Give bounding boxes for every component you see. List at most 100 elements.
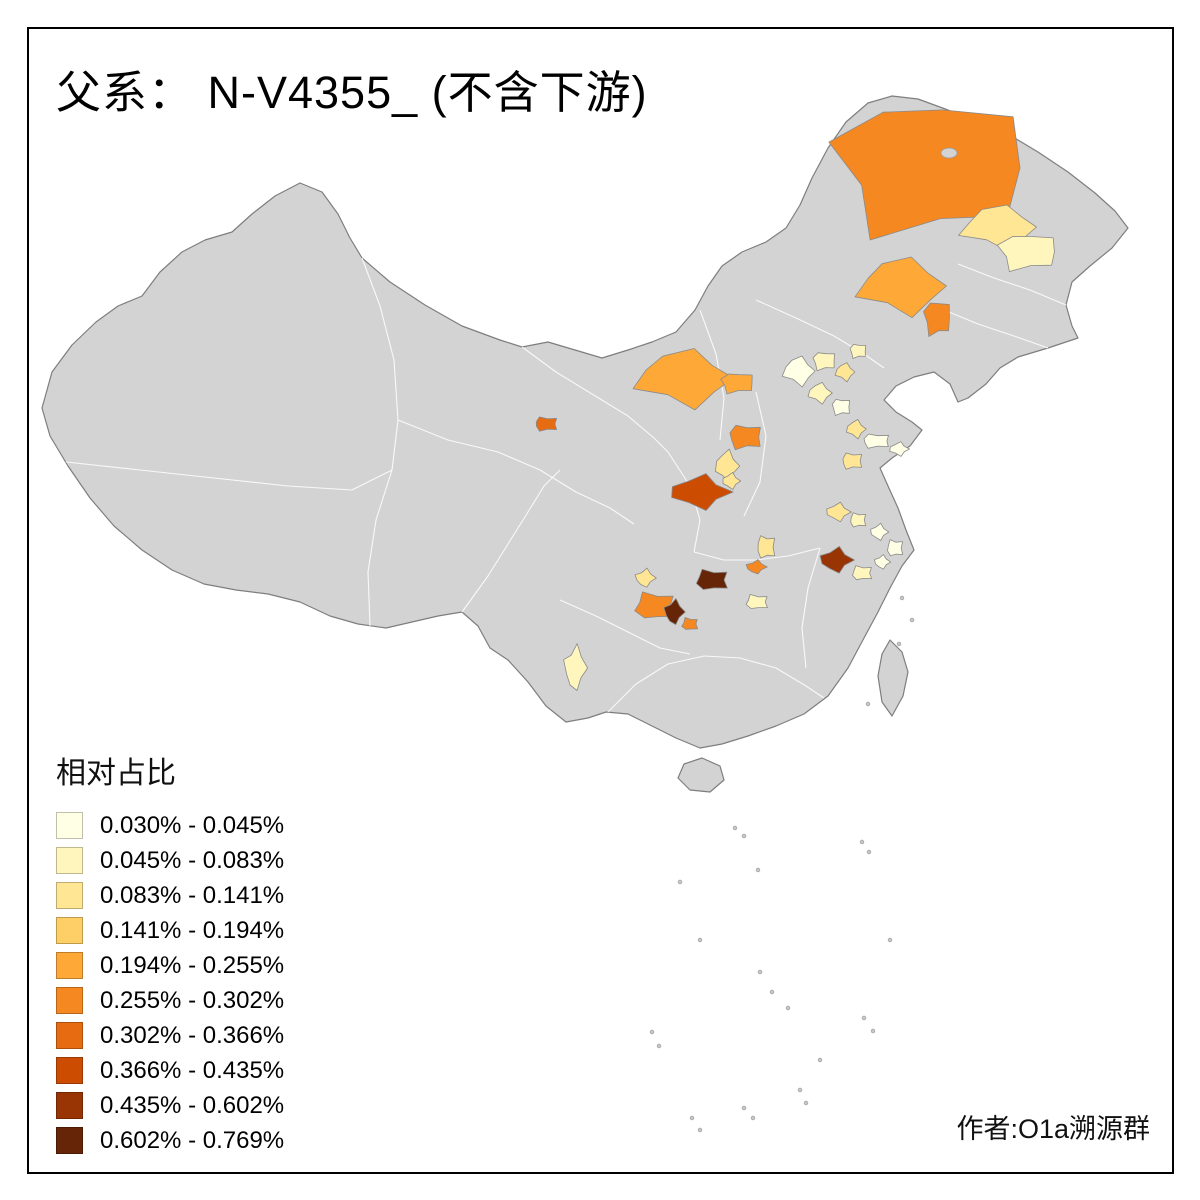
legend-row: 0.194% - 0.255% bbox=[56, 948, 284, 983]
legend-row: 0.366% - 0.435% bbox=[56, 1053, 284, 1088]
prefecture-region-shape bbox=[696, 568, 728, 590]
island-dot bbox=[817, 1057, 823, 1063]
legend-row: 0.045% - 0.083% bbox=[56, 843, 284, 878]
province-border-line bbox=[755, 299, 885, 369]
island-dot bbox=[899, 595, 905, 601]
province-border-line bbox=[743, 391, 767, 517]
prefecture-region-shape bbox=[996, 235, 1055, 273]
prefecture-region-shape bbox=[852, 565, 872, 581]
island-dot bbox=[649, 1029, 655, 1035]
island-dot bbox=[750, 1115, 756, 1121]
island-dot bbox=[741, 1105, 747, 1111]
legend: 相对占比 0.030% - 0.045% 0.045% - 0.083% 0.083… bbox=[56, 748, 284, 1158]
prefecture-region-shape bbox=[722, 471, 741, 491]
legend-label: 0.255% - 0.302% bbox=[100, 986, 285, 1014]
prefecture-region-shape bbox=[828, 109, 1021, 241]
prefecture-region-shape bbox=[745, 559, 768, 575]
prefecture-region-shape bbox=[819, 546, 855, 574]
island-dot bbox=[785, 1005, 791, 1011]
legend-swatch bbox=[56, 917, 83, 944]
legend-swatch bbox=[56, 847, 83, 874]
legend-swatch bbox=[56, 1092, 83, 1119]
province-border-line bbox=[607, 655, 825, 713]
island-dot bbox=[769, 989, 775, 995]
prefecture-region-shape bbox=[812, 352, 835, 372]
prefecture-region-shape bbox=[834, 362, 856, 383]
island-dot bbox=[656, 1043, 662, 1049]
province-border-line bbox=[943, 309, 1049, 349]
legend-label: 0.045% - 0.083% bbox=[100, 846, 285, 874]
legend-row: 0.141% - 0.194% bbox=[56, 913, 284, 948]
island-dot bbox=[732, 825, 738, 831]
legend-label: 0.083% - 0.141% bbox=[100, 881, 285, 909]
province-border-line bbox=[361, 257, 399, 627]
legend-swatch bbox=[56, 1127, 83, 1154]
legend-row: 0.083% - 0.141% bbox=[56, 878, 284, 913]
legend-swatch bbox=[56, 1057, 83, 1084]
island-dot bbox=[741, 833, 747, 839]
prefecture-region-shape bbox=[729, 424, 761, 451]
legend-label: 0.141% - 0.194% bbox=[100, 916, 285, 944]
prefecture-region-shape bbox=[632, 348, 734, 411]
prefecture-region-shape bbox=[889, 441, 910, 457]
prefecture-region-shape bbox=[826, 501, 852, 523]
legend-label: 0.366% - 0.435% bbox=[100, 1056, 285, 1084]
prefecture-region-shape bbox=[854, 256, 947, 319]
legend-swatch bbox=[56, 952, 83, 979]
hainan-shape bbox=[677, 757, 725, 793]
province-border-line bbox=[693, 547, 821, 561]
island-dot bbox=[797, 1087, 803, 1093]
legend-swatch bbox=[56, 812, 83, 839]
island-dot bbox=[859, 839, 865, 845]
prefecture-region-shape bbox=[720, 373, 753, 395]
prefecture-region-shape bbox=[745, 594, 768, 609]
prefecture-region-shape bbox=[535, 416, 557, 432]
island-dot bbox=[697, 937, 703, 943]
island-dot bbox=[755, 867, 761, 873]
prefecture-region-shape bbox=[781, 355, 816, 388]
legend-label: 0.030% - 0.045% bbox=[100, 811, 285, 839]
island-dot bbox=[861, 1015, 867, 1021]
island-dot bbox=[896, 641, 902, 647]
island-dot bbox=[803, 1100, 809, 1106]
prefecture-region-shape bbox=[663, 598, 686, 625]
island-dot bbox=[677, 879, 683, 885]
prefecture-region-shape bbox=[563, 643, 588, 691]
province-border-line bbox=[397, 419, 635, 525]
prefecture-region-shape bbox=[681, 617, 698, 630]
taiwan-shape bbox=[877, 639, 909, 717]
island-dot bbox=[909, 617, 915, 623]
legend-title: 相对占比 bbox=[56, 757, 176, 790]
prefecture-region-shape bbox=[874, 554, 892, 570]
legend-label: 0.602% - 0.769% bbox=[100, 1126, 285, 1154]
plot-title: 父系： N-V4355_ (不含下游) bbox=[56, 67, 648, 118]
province-border-line bbox=[521, 346, 669, 453]
province-border-line bbox=[801, 547, 821, 669]
land-enclave bbox=[940, 147, 958, 159]
legend-label: 0.194% - 0.255% bbox=[100, 951, 285, 979]
legend-label: 0.435% - 0.602% bbox=[100, 1091, 285, 1119]
legend-row: 0.435% - 0.602% bbox=[56, 1088, 284, 1123]
prefecture-region-shape bbox=[923, 302, 950, 337]
legend-row: 0.255% - 0.302% bbox=[56, 983, 284, 1018]
prefecture-region-shape bbox=[831, 398, 851, 416]
island-dot bbox=[697, 1127, 703, 1133]
legend-items: 0.030% - 0.045% 0.045% - 0.083% 0.083% - 0… bbox=[56, 808, 284, 1158]
prefecture-region-shape bbox=[634, 591, 675, 619]
prefecture-region-shape bbox=[807, 381, 833, 405]
province-border-line bbox=[559, 599, 691, 655]
legend-label: 0.302% - 0.366% bbox=[100, 1021, 285, 1049]
legend-row: 0.030% - 0.045% bbox=[56, 808, 284, 843]
province-border-line bbox=[461, 469, 561, 613]
island-dot bbox=[757, 969, 763, 975]
legend-swatch bbox=[56, 882, 83, 909]
prefecture-region-shape bbox=[870, 522, 890, 541]
prefecture-region-shape bbox=[634, 567, 657, 588]
island-dot bbox=[866, 849, 872, 855]
island-dot bbox=[887, 937, 893, 943]
prefecture-region-shape bbox=[850, 512, 867, 528]
prefecture-region-shape bbox=[863, 433, 889, 449]
legend-row: 0.302% - 0.366% bbox=[56, 1018, 284, 1053]
